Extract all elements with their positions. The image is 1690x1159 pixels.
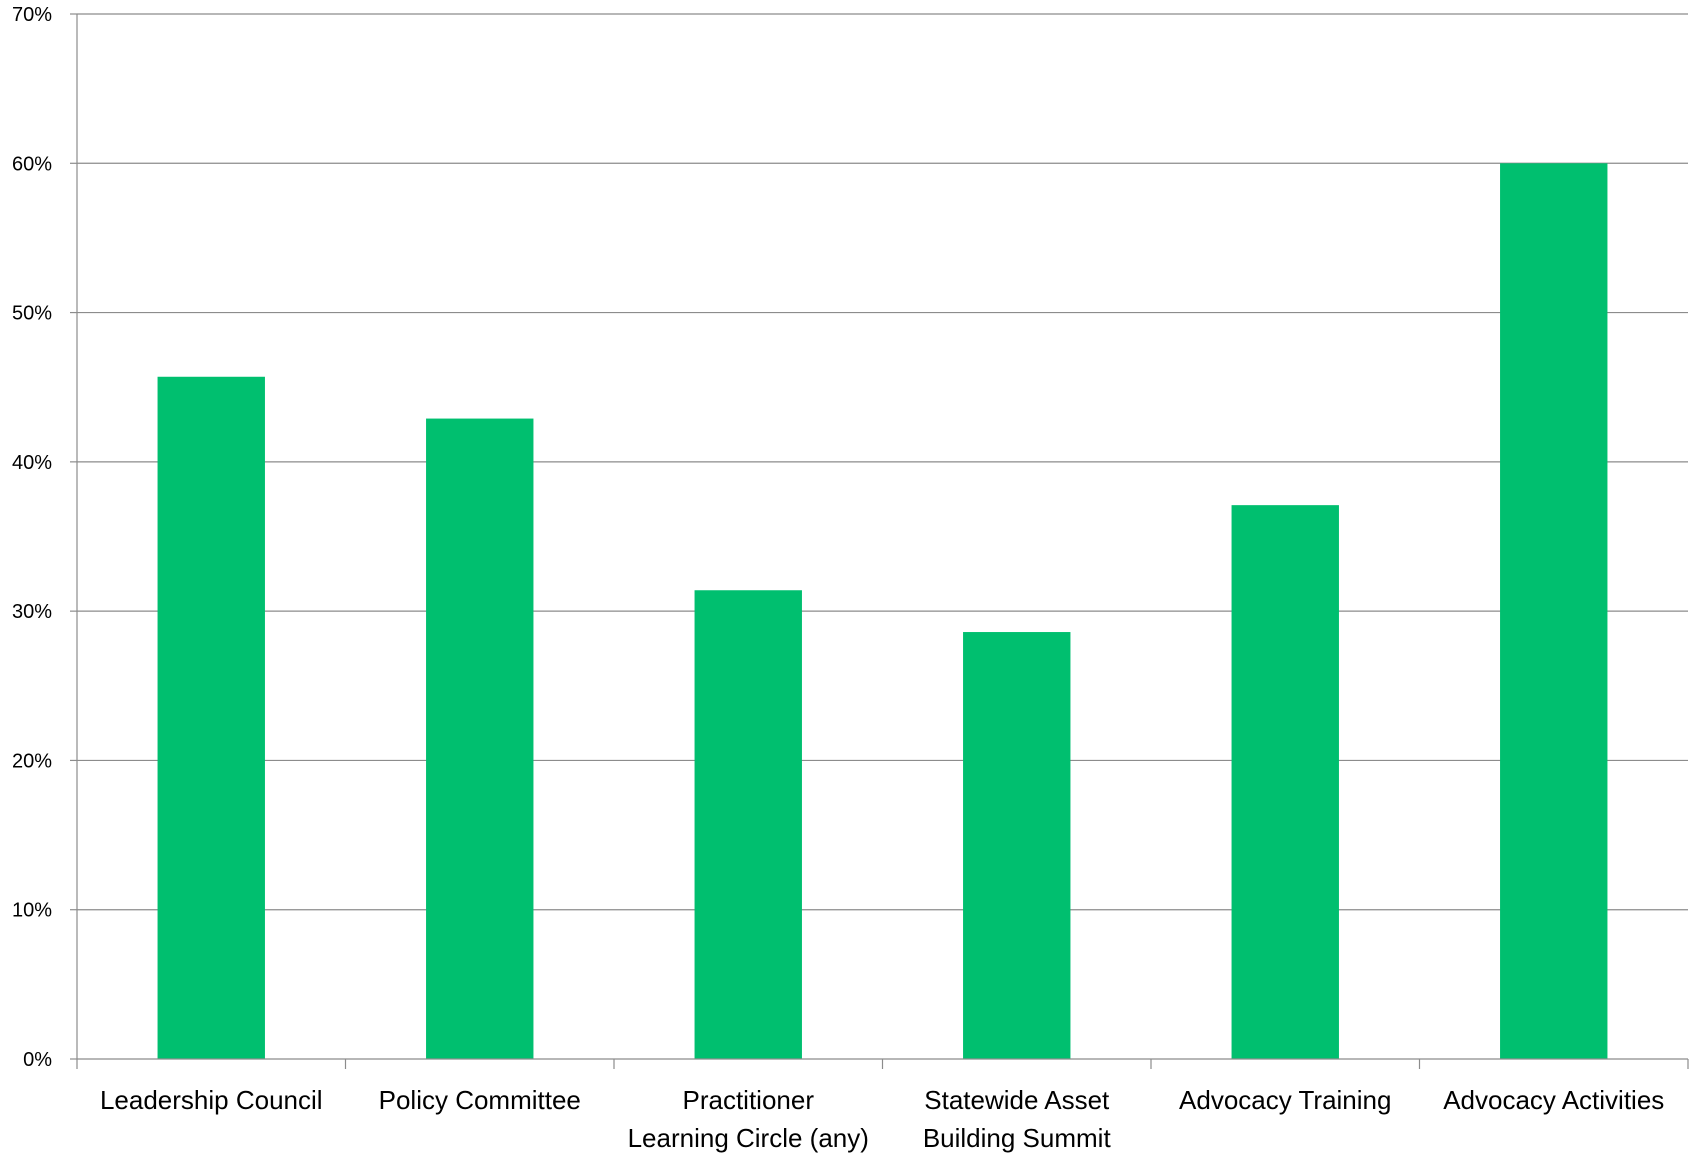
x-category-label-line: Advocacy Activities	[1443, 1085, 1664, 1115]
x-category-label-3: Statewide Asset Building Summit	[923, 1085, 1112, 1153]
x-category-label-line: Building Summit	[923, 1123, 1112, 1153]
x-category-label-line: Advocacy Training	[1179, 1085, 1391, 1115]
bar-3	[963, 632, 1071, 1059]
y-tick-label: 0%	[23, 1049, 52, 1071]
x-axis-category-labels: Leadership Council Policy Committee Practi…	[100, 1085, 1664, 1153]
gridlines	[77, 13, 1688, 911]
axes	[70, 13, 1689, 1069]
bar-1	[426, 418, 534, 1059]
y-tick-label: 10%	[12, 900, 52, 922]
x-category-label-line: Statewide Asset	[924, 1085, 1110, 1115]
x-category-label-line: Learning Circle (any)	[628, 1123, 869, 1153]
x-category-label-0: Leadership Council	[100, 1085, 323, 1115]
x-category-label-line: Policy Committee	[379, 1085, 581, 1115]
bar-5	[1500, 163, 1608, 1060]
y-tick-label: 30%	[12, 601, 52, 623]
x-category-label-2: Practitioner Learning Circle (any)	[628, 1085, 869, 1153]
y-tick-label: 40%	[12, 452, 52, 474]
x-category-label-line: Practitioner	[683, 1085, 815, 1115]
bar-2	[694, 590, 802, 1059]
bars	[157, 163, 1608, 1060]
bar-0	[157, 376, 265, 1059]
bar-4	[1231, 505, 1339, 1059]
y-tick-label: 20%	[12, 750, 52, 772]
y-tick-label: 60%	[12, 153, 52, 175]
y-tick-label: 70%	[12, 4, 52, 26]
y-axis-tick-labels: 0% 10% 20% 30% 40% 50% 60% 70%	[12, 4, 52, 1071]
x-category-label-1: Policy Committee	[379, 1085, 581, 1115]
y-tick-label: 50%	[12, 303, 52, 325]
x-category-label-5: Advocacy Activities	[1443, 1085, 1664, 1115]
x-category-label-4: Advocacy Training	[1179, 1085, 1391, 1115]
x-category-label-line: Leadership Council	[100, 1085, 323, 1115]
